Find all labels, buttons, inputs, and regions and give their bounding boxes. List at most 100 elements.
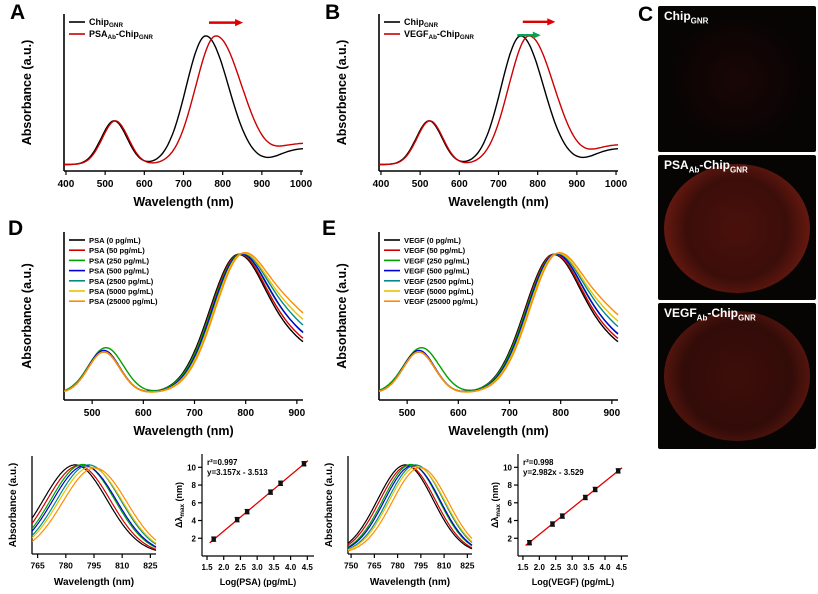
svg-text:4.5: 4.5 (616, 563, 628, 572)
svg-text:700: 700 (186, 408, 203, 419)
svg-text:825: 825 (143, 561, 157, 571)
svg-text:600: 600 (135, 408, 152, 419)
svg-text:PSA (50 pg/mL): PSA (50 pg/mL) (89, 246, 145, 255)
svg-text:900: 900 (289, 408, 306, 419)
svg-text:1000: 1000 (605, 179, 628, 190)
svg-text:2: 2 (192, 534, 197, 543)
panel-e-vegf-spectra-chart: 500 600 700 800 900 Wavelength (nm) Absorbance… (333, 224, 628, 440)
panel-a-spectra-chart: 400 500 600 700 800 900 1000 Wavelength (nm) Abs… (18, 6, 313, 211)
svg-text:10: 10 (503, 463, 512, 472)
svg-text:Log(VEGF) (pg/mL): Log(VEGF) (pg/mL) (532, 577, 614, 587)
svg-text:700: 700 (501, 408, 518, 419)
panel-e-peak-zoom-inset: 750 765 780 795 810 825 Wavelength (nm) Absorba… (322, 448, 480, 590)
svg-text:PSAAb-ChipGNR: PSAAb-ChipGNR (89, 29, 153, 41)
svg-text:500: 500 (97, 179, 114, 190)
svg-text:6: 6 (508, 499, 513, 508)
svg-text:8: 8 (508, 481, 513, 490)
svg-text:6: 6 (192, 499, 197, 508)
panel-label-e: E (322, 217, 337, 240)
svg-text:Absorbance (a.u.): Absorbance (a.u.) (324, 463, 335, 547)
svg-text:Wavelength (nm): Wavelength (nm) (370, 577, 450, 588)
svg-text:3.0: 3.0 (567, 563, 579, 572)
panel-d-psa-spectra-chart: 500 600 700 800 900 Wavelength (nm) Absorbance… (18, 224, 313, 440)
svg-text:4: 4 (508, 517, 513, 526)
svg-text:750: 750 (344, 561, 358, 571)
svg-text:ChipGNR: ChipGNR (89, 17, 123, 29)
svg-text:VEGF (2500 pg/mL): VEGF (2500 pg/mL) (404, 277, 474, 286)
svg-text:1.5: 1.5 (517, 563, 529, 572)
svg-text:600: 600 (136, 179, 153, 190)
panel-label-c: C (638, 3, 654, 26)
svg-text:1000: 1000 (290, 179, 313, 190)
svg-text:2.0: 2.0 (218, 563, 230, 572)
svg-text:795: 795 (414, 561, 428, 571)
fluorescence-image-psa-ab-chip-gnr: PSAAb-ChipGNR (658, 154, 816, 301)
svg-text:4.0: 4.0 (285, 563, 297, 572)
svg-text:500: 500 (412, 179, 429, 190)
svg-text:500: 500 (399, 408, 416, 419)
svg-text:900: 900 (604, 408, 621, 419)
svg-text:825: 825 (460, 561, 474, 571)
chip-spot-faint (670, 20, 804, 140)
svg-text:VEGF (25000 pg/mL): VEGF (25000 pg/mL) (404, 297, 478, 306)
panel-d-calibration-plot: 1.5 2.0 2.5 3.0 3.5 4.0 4.5 2 4 6 8 10 Log(PSA) (pg/… (172, 448, 324, 590)
svg-text:VEGFAb-ChipGNR: VEGFAb-ChipGNR (404, 29, 474, 41)
svg-text:y=2.982x - 3.529: y=2.982x - 3.529 (523, 468, 584, 477)
svg-text:2: 2 (508, 534, 513, 543)
image-label-vegf-ab-chip-gnr: VEGFAb-ChipGNR (664, 306, 756, 323)
svg-text:810: 810 (437, 561, 451, 571)
svg-text:Δλmax (nm): Δλmax (nm) (174, 482, 186, 528)
svg-text:PSA (25000 pg/mL): PSA (25000 pg/mL) (89, 297, 158, 306)
image-label-psa-ab-chip-gnr: PSAAb-ChipGNR (664, 157, 748, 175)
svg-text:800: 800 (214, 179, 231, 190)
svg-text:10: 10 (187, 463, 196, 472)
svg-text:900: 900 (569, 179, 586, 190)
svg-text:Absorbance (a.u.): Absorbance (a.u.) (8, 463, 19, 547)
svg-text:900: 900 (254, 179, 271, 190)
panel-b-spectra-chart: 400 500 600 700 800 900 1000 Wavelength (nm) Abs… (333, 6, 628, 211)
svg-text:PSA (0 pg/mL): PSA (0 pg/mL) (89, 236, 141, 245)
svg-text:Absorbence (a.u.): Absorbence (a.u.) (335, 40, 349, 146)
svg-text:Log(PSA) (pg/mL): Log(PSA) (pg/mL) (220, 577, 296, 587)
svg-text:800: 800 (237, 408, 254, 419)
svg-text:VEGF (50 pg/mL): VEGF (50 pg/mL) (404, 246, 466, 255)
svg-text:500: 500 (84, 408, 101, 419)
svg-text:Absorbance (a.u.): Absorbance (a.u.) (20, 263, 34, 369)
svg-text:1.5: 1.5 (201, 563, 213, 572)
svg-text:PSA (250 pg/mL): PSA (250 pg/mL) (89, 256, 150, 265)
svg-text:4: 4 (192, 517, 197, 526)
svg-text:795: 795 (87, 561, 101, 571)
svg-text:y=3.157x - 3.513: y=3.157x - 3.513 (207, 468, 268, 477)
fluorescence-image-chip-gnr: ChipGNR (658, 6, 816, 152)
svg-text:400: 400 (373, 179, 390, 190)
svg-text:780: 780 (59, 561, 73, 571)
svg-text:3.5: 3.5 (583, 563, 595, 572)
svg-text:765: 765 (367, 561, 381, 571)
image-label-chip-gnr: ChipGNR (664, 9, 709, 26)
svg-text:VEGF (0 pg/mL): VEGF (0 pg/mL) (404, 236, 461, 245)
svg-text:700: 700 (175, 179, 192, 190)
svg-text:VEGF (500 pg/mL): VEGF (500 pg/mL) (404, 267, 470, 276)
fluorescence-image-vegf-ab-chip-gnr: VEGFAb-ChipGNR (658, 303, 816, 450)
svg-text:600: 600 (450, 408, 467, 419)
svg-text:PSA (5000 pg/mL): PSA (5000 pg/mL) (89, 287, 154, 296)
svg-text:Wavelength (nm): Wavelength (nm) (54, 577, 134, 588)
svg-text:765: 765 (31, 561, 45, 571)
svg-text:3.0: 3.0 (252, 563, 264, 572)
svg-text:800: 800 (529, 179, 546, 190)
svg-text:VEGF (250 pg/mL): VEGF (250 pg/mL) (404, 256, 470, 265)
svg-text:3.5: 3.5 (268, 563, 280, 572)
chip-spot-red-2 (664, 311, 810, 442)
svg-text:400: 400 (58, 179, 75, 190)
svg-text:8: 8 (192, 481, 197, 490)
panel-e-calibration-plot: 1.5 2.0 2.5 3.0 3.5 4.0 4.5 2 4 6 8 10 Log(VEGF) (pg… (488, 448, 638, 590)
panel-c-images: ChipGNR PSAAb-ChipGNR VEGFAb-ChipGNR (658, 6, 816, 450)
chip-spot-red (664, 163, 810, 294)
svg-text:800: 800 (552, 408, 569, 419)
svg-text:700: 700 (490, 179, 507, 190)
svg-text:2.5: 2.5 (550, 563, 562, 572)
svg-text:Wavelength (nm): Wavelength (nm) (448, 424, 548, 438)
svg-text:4.0: 4.0 (599, 563, 611, 572)
svg-text:r²=0.997: r²=0.997 (207, 458, 238, 467)
svg-text:PSA (500 pg/mL): PSA (500 pg/mL) (89, 267, 150, 276)
